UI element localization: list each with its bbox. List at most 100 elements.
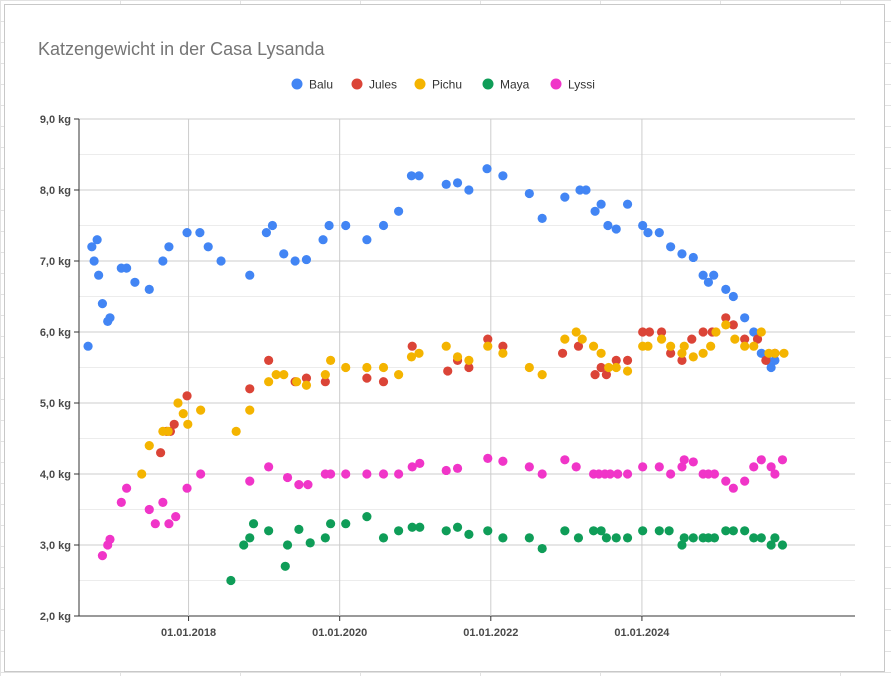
legend-marker — [351, 78, 363, 90]
data-point-lyssi — [326, 469, 336, 479]
data-point-lyssi — [164, 519, 174, 529]
y-tick-label: 6,0 kg — [40, 327, 71, 339]
data-point-jules — [596, 362, 606, 373]
legend-label: Lyssi — [568, 78, 595, 92]
data-point-pichu — [577, 334, 587, 344]
data-point-maya — [588, 526, 599, 536]
data-point-maya — [537, 543, 547, 554]
y-tick-label: 4,0 kg — [40, 469, 71, 481]
data-point-pichu — [231, 426, 241, 436]
data-point-jules — [740, 334, 750, 344]
data-point-balu — [498, 171, 508, 181]
data-point-pichu — [320, 370, 330, 380]
data-point-lyssi — [756, 455, 766, 465]
data-point-pichu — [711, 327, 721, 337]
data-point-balu — [603, 220, 613, 231]
data-point-pichu — [452, 352, 463, 362]
data-point-maya — [611, 533, 621, 543]
data-point-lyssi — [613, 469, 623, 479]
data-point-lyssi — [116, 497, 126, 507]
data-point-balu — [245, 270, 255, 280]
data-point-maya — [766, 540, 776, 550]
legend-item-jules: Jules — [351, 78, 397, 92]
data-point-balu — [130, 277, 140, 287]
data-point-balu — [301, 254, 312, 265]
data-point-pichu — [740, 341, 750, 351]
data-point-lyssi — [282, 472, 293, 483]
data-point-maya — [394, 526, 404, 536]
data-point-lyssi — [452, 463, 463, 473]
data-point-lyssi — [303, 480, 313, 490]
data-point-pichu — [537, 370, 547, 380]
data-point-lyssi — [362, 469, 372, 479]
data-point-pichu — [560, 334, 570, 344]
data-point-balu — [703, 277, 714, 287]
data-point-pichu — [611, 362, 621, 373]
data-point-maya — [245, 533, 255, 543]
data-point-jules — [573, 341, 584, 351]
data-point-maya — [441, 526, 451, 536]
data-point-balu — [482, 164, 492, 174]
data-point-balu — [721, 284, 731, 294]
data-point-balu — [698, 270, 708, 280]
data-point-pichu — [483, 341, 493, 351]
data-point-pichu — [730, 334, 740, 344]
data-point-pichu — [301, 380, 312, 390]
data-point-jules — [320, 377, 330, 387]
data-point-pichu — [441, 341, 451, 351]
data-point-pichu — [688, 352, 698, 362]
data-point-lyssi — [677, 462, 687, 472]
data-point-lyssi — [749, 462, 759, 472]
data-point-jules — [156, 448, 166, 458]
data-point-lyssi — [150, 519, 160, 529]
data-point-maya — [654, 526, 664, 536]
data-point-jules — [611, 355, 621, 365]
data-point-balu — [452, 178, 463, 188]
data-point-lyssi — [97, 551, 108, 561]
data-point-jules — [245, 384, 255, 394]
data-point-balu — [362, 235, 372, 245]
data-point-pichu — [378, 362, 389, 373]
data-point-pichu — [341, 362, 351, 373]
data-point-pichu — [183, 419, 193, 429]
data-point-lyssi — [498, 456, 508, 466]
data-point-balu — [560, 192, 570, 202]
data-point-pichu — [271, 370, 281, 380]
data-point-pichu — [264, 377, 274, 387]
data-point-jules — [301, 373, 312, 383]
series-pichu — [137, 320, 789, 479]
data-point-lyssi — [341, 469, 351, 479]
data-point-maya — [770, 533, 780, 543]
data-point-jules — [644, 327, 655, 337]
data-point-lyssi — [524, 462, 534, 472]
data-point-balu — [92, 235, 102, 245]
data-point-lyssi — [182, 483, 192, 493]
data-point-pichu — [604, 362, 614, 373]
data-point-jules — [590, 370, 600, 380]
data-point-pichu — [178, 409, 188, 419]
data-point-maya — [239, 540, 249, 550]
data-point-balu — [158, 256, 168, 266]
data-point-balu — [581, 185, 591, 195]
data-point-maya — [749, 533, 759, 543]
data-point-balu — [537, 213, 547, 223]
data-point-lyssi — [654, 462, 664, 472]
data-point-pichu — [656, 334, 667, 344]
y-tick-label: 7,0 kg — [40, 256, 71, 268]
data-point-lyssi — [688, 457, 698, 467]
data-point-lyssi — [560, 455, 570, 465]
data-point-lyssi — [638, 462, 648, 472]
data-point-balu — [378, 220, 389, 231]
data-point-balu — [756, 348, 766, 358]
data-point-balu — [267, 220, 278, 231]
data-point-pichu — [779, 348, 789, 358]
data-point-pichu — [394, 370, 404, 380]
legend-label: Maya — [500, 78, 530, 92]
data-point-jules — [407, 341, 417, 351]
legend-label: Pichu — [432, 78, 462, 92]
data-point-balu — [164, 242, 174, 252]
data-point-maya — [452, 522, 463, 532]
data-point-lyssi — [666, 469, 676, 479]
data-point-pichu — [756, 327, 766, 337]
